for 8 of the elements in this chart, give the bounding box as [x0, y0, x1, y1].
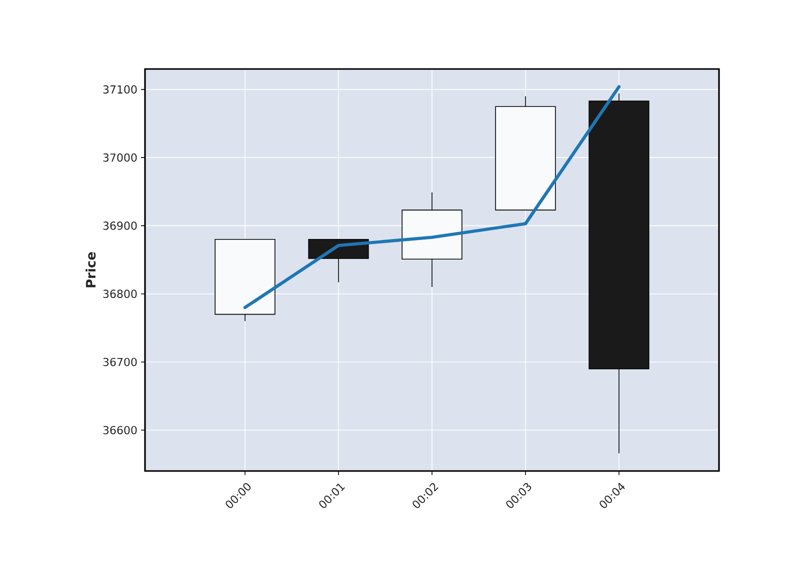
y-tick-label: 36900 [103, 222, 137, 230]
y-tick-label: 37000 [103, 153, 137, 162]
y-tick-label: 36800 [103, 290, 137, 298]
y-axis-title: Price [86, 252, 96, 288]
y-tick-label: 37100 [103, 85, 137, 94]
y-tick-label: 36700 [103, 358, 137, 366]
y-tick-label: 36600 [103, 426, 137, 434]
line-series [243, 85, 621, 310]
